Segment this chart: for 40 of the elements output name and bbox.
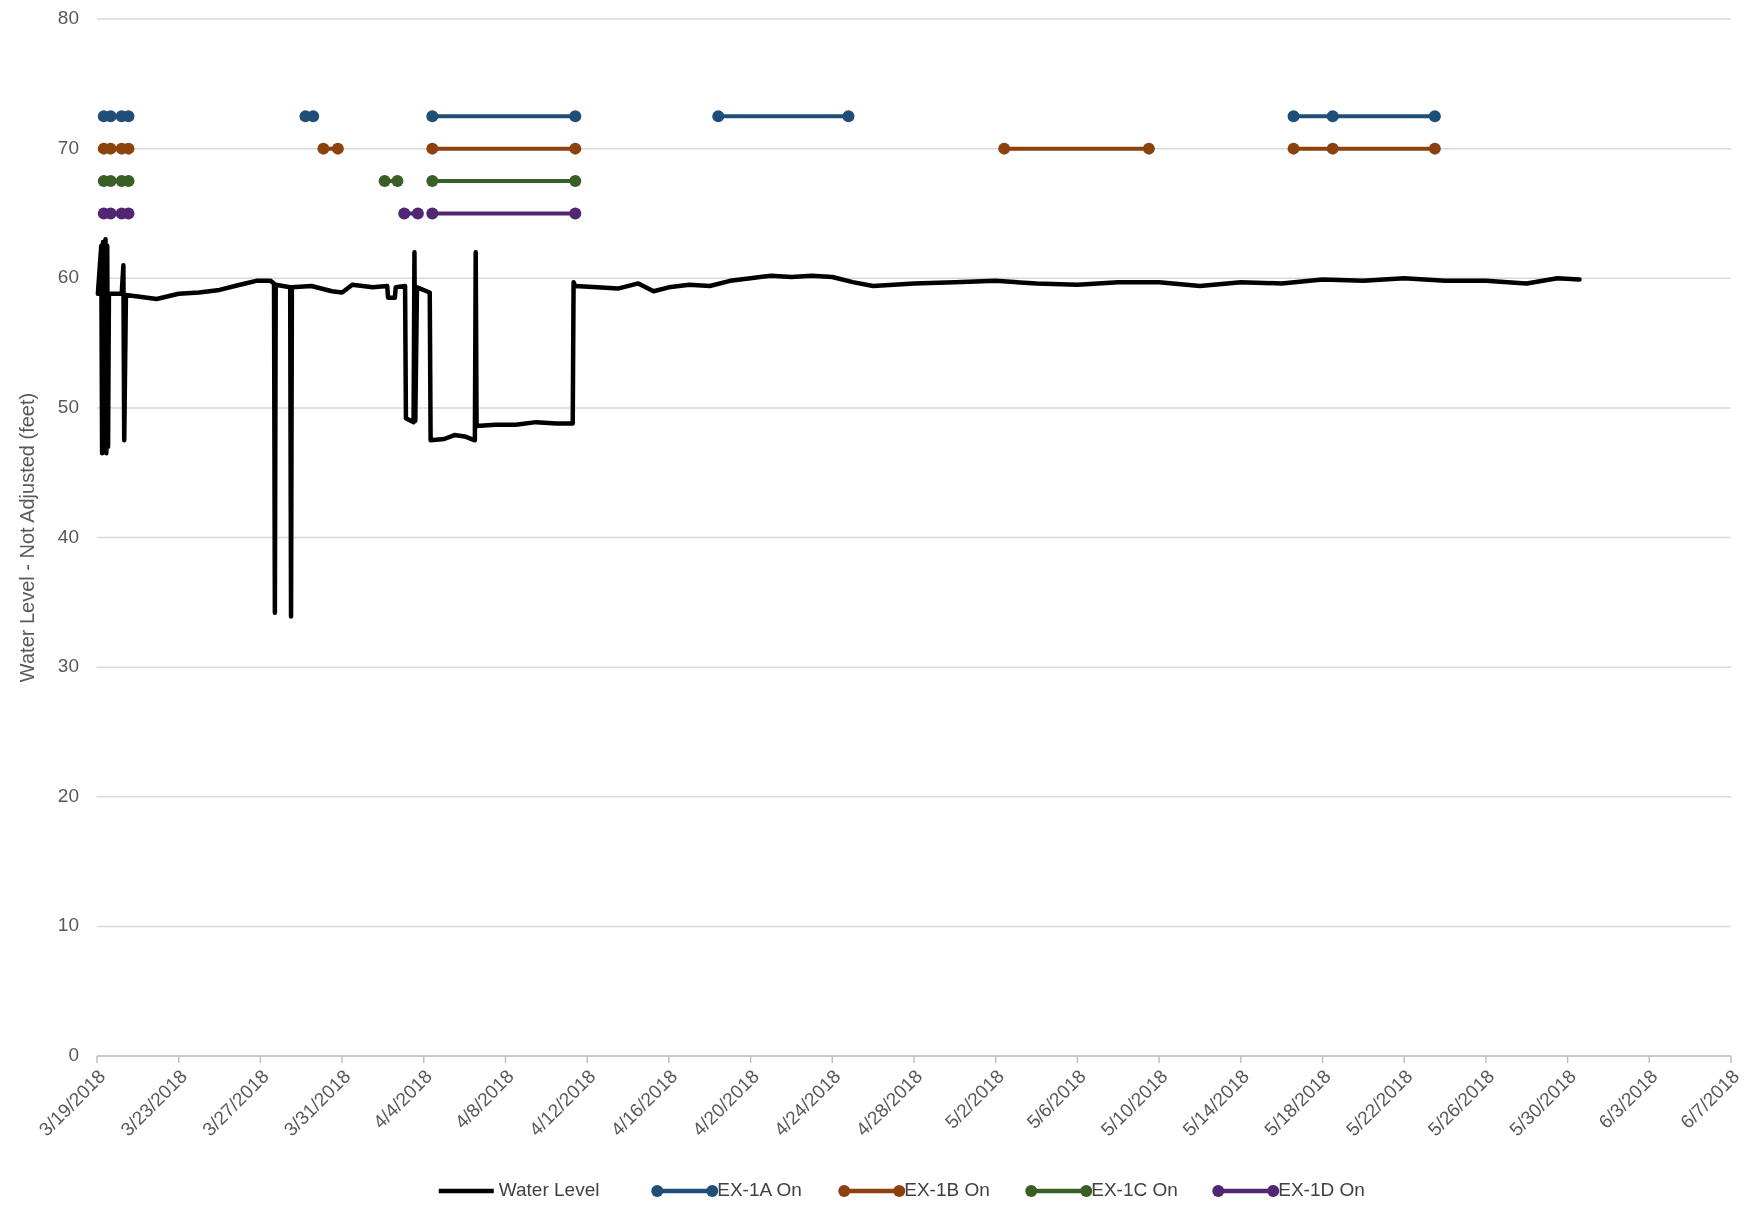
point [998, 142, 1011, 155]
y-tick-label: 80 [57, 7, 79, 29]
point [378, 175, 391, 188]
point [426, 110, 439, 123]
y-tick-label: 10 [57, 914, 79, 936]
point [569, 110, 582, 123]
point [426, 207, 439, 220]
legend-label: EX-1C On [1091, 1179, 1178, 1201]
point [1428, 142, 1441, 155]
y-tick-label: 40 [57, 525, 79, 547]
line-series [95, 237, 1582, 619]
legend-label: EX-1D On [1278, 1179, 1365, 1201]
y-tick-label: 0 [68, 1044, 79, 1066]
point [426, 175, 439, 188]
point [317, 142, 330, 155]
point [1428, 110, 1441, 123]
point [1287, 142, 1300, 155]
point [331, 142, 344, 155]
point [391, 175, 404, 188]
point [398, 207, 411, 220]
y-tick-label: 20 [57, 784, 79, 806]
y-tick-label: 60 [57, 266, 79, 288]
legend-label: EX-1A On [717, 1179, 802, 1201]
y-tick-label: 70 [57, 136, 79, 158]
point [569, 175, 582, 188]
point [1142, 142, 1155, 155]
y-tick-label: 50 [57, 395, 79, 417]
point [411, 207, 424, 220]
point [569, 142, 582, 155]
point [569, 207, 582, 220]
point [1326, 110, 1339, 123]
y-tick-label: 30 [57, 655, 79, 677]
legend-label: EX-1B On [904, 1179, 990, 1201]
point [1326, 142, 1339, 155]
y-axis-title: Water Level - Not Adjusted (feet) [16, 392, 38, 683]
point [842, 110, 855, 123]
legend-label: Water Level [498, 1179, 600, 1201]
point [712, 110, 725, 123]
point [426, 142, 439, 155]
point [1287, 110, 1300, 123]
